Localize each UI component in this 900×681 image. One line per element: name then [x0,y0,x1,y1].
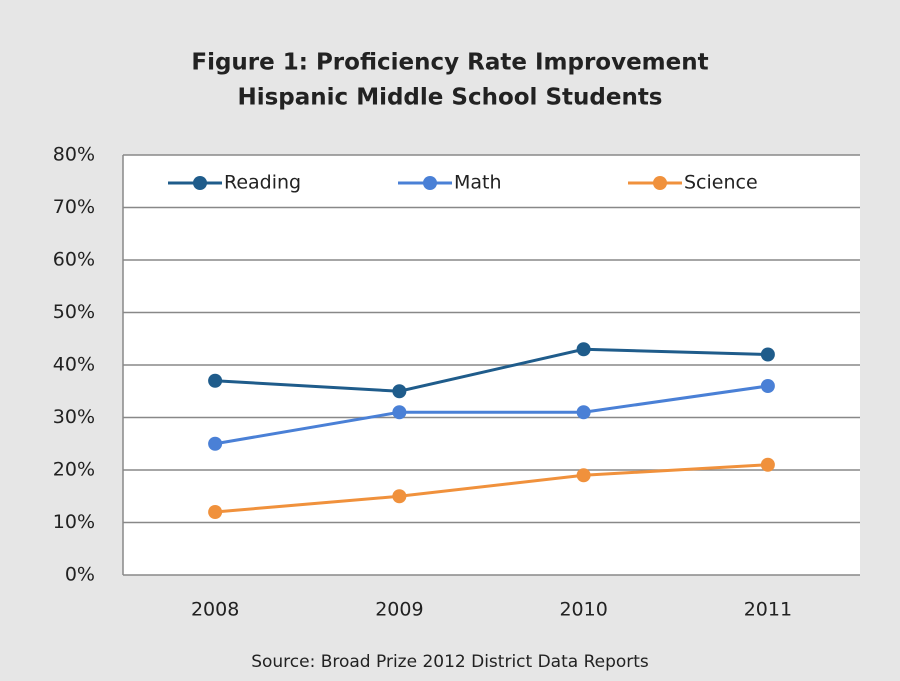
legend-marker [423,176,437,190]
data-point [760,347,775,362]
x-tick-label: 2009 [375,599,423,621]
y-tick-label: 30% [53,406,95,428]
legend-label: Science [684,172,758,194]
y-tick-label: 40% [53,354,95,376]
y-tick-label: 50% [53,301,95,323]
data-point [760,379,775,393]
data-point [576,468,591,483]
legend-label: Reading [224,172,301,194]
y-tick-label: 0% [65,564,95,586]
legend-marker [193,176,207,190]
data-point [208,436,223,451]
data-point [208,373,223,388]
series-line [215,347,768,393]
chart-title: Figure 1: Proficiency Rate Improvement [191,50,708,76]
data-point [392,489,407,504]
data-point [392,384,407,399]
data-point [576,405,591,420]
data-point [392,405,407,420]
y-tick-label: 60% [53,249,95,271]
y-tick-label: 20% [53,459,95,481]
legend-marker [653,176,667,190]
x-tick-label: 2011 [744,599,792,621]
y-tick-label: 80% [53,144,95,166]
y-tick-label: 70% [53,196,95,218]
chart-title: Hispanic Middle School Students [237,85,662,111]
series-line [214,463,768,514]
x-tick-label: 2008 [191,599,239,621]
data-point [208,505,223,519]
series-line [214,384,769,446]
data-point [576,342,591,357]
data-point [760,457,775,472]
source-note: Source: Broad Prize 2012 District Data R… [251,652,649,672]
x-tick-label: 2010 [559,599,607,621]
y-tick-label: 10% [53,511,95,533]
legend-label: Math [454,172,502,194]
